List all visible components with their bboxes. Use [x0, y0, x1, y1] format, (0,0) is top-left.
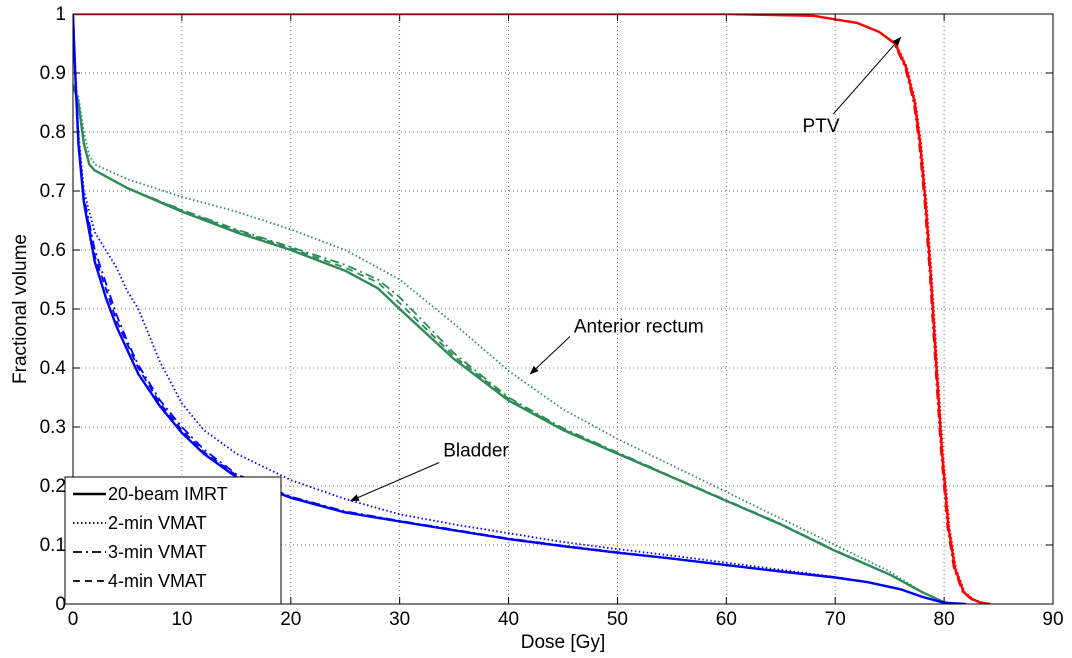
x-tick-label: 40: [498, 609, 519, 630]
y-tick-label: 0.4: [40, 358, 67, 379]
y-tick-label: 0.1: [40, 535, 66, 556]
y-tick-label: 0.2: [40, 476, 66, 497]
x-axis-label: Dose [Gy]: [521, 632, 605, 653]
annotation-arrow: [832, 36, 902, 115]
x-tick-label: 50: [607, 609, 628, 630]
series-anterior-rectum-2-min-vmat: [73, 84, 956, 604]
x-tick-label: 30: [389, 609, 410, 630]
series-anterior-rectum-3-min-vmat: [73, 84, 956, 604]
annotation-arrow: [529, 336, 571, 375]
series-ptv-4-min-vmat: [73, 14, 990, 604]
x-tick-label: 20: [280, 609, 301, 630]
x-tick-label: 80: [934, 609, 955, 630]
annotation-anterior-rectum: Anterior rectum: [574, 317, 704, 338]
y-tick-label: 0.8: [40, 122, 66, 143]
legend-label-4-min-vmat: 4-min VMAT: [108, 571, 207, 591]
legend-label-20-beam-imrt: 20-beam IMRT: [108, 484, 228, 504]
y-tick-label: 0: [55, 594, 66, 615]
legend-label-2-min-vmat: 2-min VMAT: [108, 513, 207, 533]
y-axis-label: Fractional volume: [10, 234, 31, 384]
y-tick-label: 0.9: [40, 63, 66, 84]
annotation-bladder: Bladder: [443, 441, 509, 462]
x-tick-label: 10: [171, 609, 192, 630]
annotation-ptv: PTV: [803, 116, 840, 137]
y-tick-label: 0.5: [40, 299, 66, 320]
x-tick-label: 0: [68, 609, 79, 630]
x-tick-label: 70: [825, 609, 846, 630]
axis-ticks: 0 10 20 30 40 50 60 70 80 90 0 0.1 0.2 0.3 0.4 0.5 0.6 0.…: [40, 4, 1064, 630]
legend-label-3-min-vmat: 3-min VMAT: [108, 542, 207, 562]
y-tick-label: 0.7: [40, 181, 66, 202]
x-tick-label: 60: [716, 609, 737, 630]
grid: [73, 14, 1053, 604]
y-tick-label: 0.6: [40, 240, 66, 261]
legend-box: [64, 476, 282, 605]
legend: 20-beam IMRT 2-min VMAT 3-min VMAT 4-min VM…: [64, 476, 282, 605]
annotations: PTV Anterior rectum Bladder: [349, 36, 902, 502]
series-layer: [73, 14, 993, 604]
series-anterior-rectum-4-min-vmat: [73, 84, 956, 604]
annotation-arrow: [349, 462, 440, 502]
series-bladder-4-min-vmat: [73, 14, 966, 604]
y-tick-label: 1: [55, 4, 66, 25]
x-tick-label: 90: [1042, 609, 1063, 630]
y-tick-label: 0.3: [40, 417, 66, 438]
